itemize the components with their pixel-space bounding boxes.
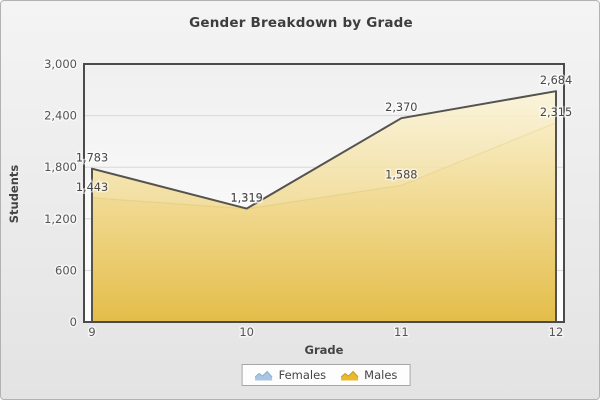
plot-frame bbox=[83, 63, 565, 323]
data-label-males: 1,783 bbox=[76, 152, 108, 165]
legend-item-males[interactable]: Males bbox=[340, 368, 397, 382]
y-tick-label: 1,200 bbox=[44, 212, 77, 226]
x-tick-label: 10 bbox=[239, 325, 254, 339]
chart-title: Gender Breakdown by Grade bbox=[189, 15, 413, 31]
y-tick-label: 2,400 bbox=[44, 109, 77, 123]
y-tick-label: 1,800 bbox=[44, 160, 77, 174]
data-label-females: 2,315 bbox=[540, 106, 572, 119]
legend-label-males: Males bbox=[364, 368, 398, 382]
x-axis-title: Grade bbox=[304, 343, 344, 357]
x-tick-label: 12 bbox=[549, 325, 564, 339]
y-tick-label: 600 bbox=[55, 263, 77, 277]
data-label-males: 2,370 bbox=[385, 101, 417, 114]
y-tick-label: 0 bbox=[70, 315, 77, 329]
data-label-females: 1,443 bbox=[76, 181, 108, 194]
y-axis-title: Students bbox=[7, 164, 21, 224]
legend-label-females: Females bbox=[278, 368, 327, 382]
data-label-females: 1,588 bbox=[385, 168, 417, 181]
x-tick-label: 11 bbox=[394, 325, 409, 339]
x-tick-label: 9 bbox=[88, 325, 95, 339]
data-label-males: 2,684 bbox=[540, 74, 572, 87]
legend-item-females[interactable]: Females bbox=[254, 368, 327, 382]
males-area-icon bbox=[340, 370, 359, 380]
females-area-icon bbox=[254, 370, 273, 380]
data-label-males: 1,319 bbox=[230, 192, 262, 205]
y-tick-label: 3,000 bbox=[44, 57, 77, 71]
data-label-females: 1,315 bbox=[230, 192, 262, 205]
legend: Females Males bbox=[241, 364, 411, 386]
